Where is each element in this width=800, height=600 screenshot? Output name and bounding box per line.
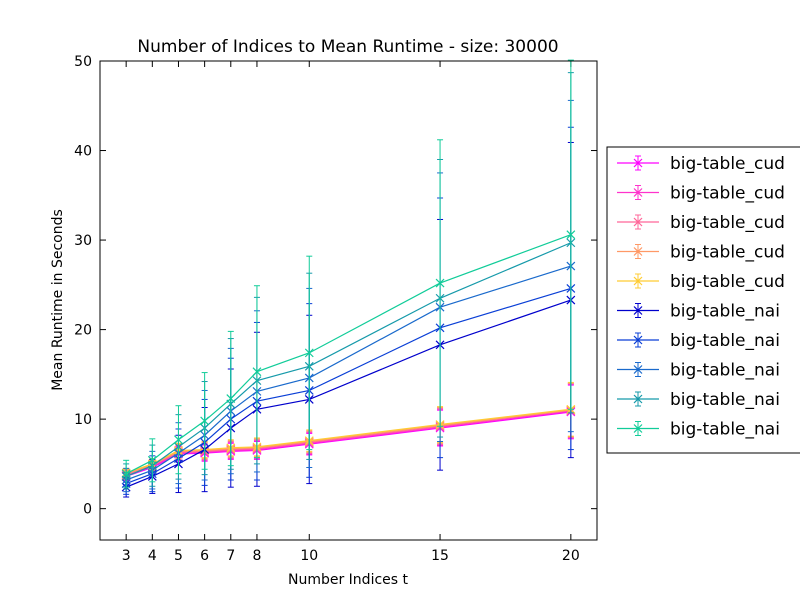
x-tick-label: 4 (148, 548, 157, 564)
legend-item: big-table_cud (617, 213, 785, 233)
x-tick-label: 5 (174, 548, 183, 564)
y-tick-label: 50 (74, 54, 92, 70)
x-marker-stroke (226, 394, 236, 403)
legend-marker (633, 188, 643, 197)
x-marker-stroke (633, 158, 643, 168)
x-marker-stroke (633, 335, 643, 345)
series-10 (121, 59, 576, 488)
data-point (121, 469, 131, 479)
legend-item: big-table_nai (617, 302, 780, 322)
x-tick-label: 8 (252, 548, 261, 564)
x-tick-label: 20 (562, 548, 580, 564)
x-tick-label: 6 (200, 548, 209, 564)
legend-item: big-table_nai (617, 361, 780, 381)
x-marker-stroke (633, 247, 643, 256)
legend-item: big-table_cud (617, 184, 785, 204)
legend-item: big-table_cud (617, 243, 785, 263)
x-marker-stroke (633, 276, 643, 286)
legend-label: big-table_nai (670, 361, 780, 381)
legend-label: big-table_nai (670, 420, 780, 440)
legend-label: big-table_cud (670, 154, 785, 174)
data-point (147, 455, 157, 465)
x-marker-stroke (566, 230, 576, 240)
legend-box (606, 146, 800, 454)
x-marker-stroke (304, 348, 314, 358)
y-axis-label: Mean Runtime in Seconds (50, 209, 66, 391)
x-marker-stroke (200, 416, 210, 426)
x-marker-stroke (633, 217, 643, 227)
y-tick-label: 20 (74, 323, 92, 339)
legend-item: big-table_nai (617, 331, 780, 351)
x-marker-stroke (633, 188, 643, 197)
legend-item: big-table_nai (617, 390, 780, 410)
x-marker-stroke (147, 455, 157, 465)
x-marker-stroke (633, 394, 643, 404)
y-tick-label: 10 (74, 412, 92, 428)
legend-marker (633, 158, 643, 168)
legend-item: big-table_cud (617, 272, 785, 292)
legend-marker (633, 247, 643, 256)
legend-label: big-table_cud (670, 272, 785, 292)
legend-label: big-table_nai (670, 331, 780, 351)
y-tick-label: 30 (74, 233, 92, 249)
legend-marker (633, 394, 643, 404)
chart-title: Number of Indices to Mean Runtime - size… (137, 37, 558, 57)
x-tick-label: 7 (226, 548, 235, 564)
x-marker-stroke (174, 435, 183, 445)
legend-marker (633, 424, 643, 433)
data-point (226, 394, 236, 403)
legend-item: big-table_nai (617, 420, 780, 440)
plot-area: 3 4 5 6 7 8 10 15 20 0 10 20 30 40 50 (74, 54, 597, 564)
legend-label: big-table_cud (670, 243, 785, 263)
legend-label: big-table_nai (670, 390, 780, 410)
x-marker-stroke (633, 306, 643, 315)
data-point (252, 367, 262, 377)
data-point (435, 278, 445, 288)
x-tick-label: 3 (122, 548, 131, 564)
x-tick-label: 15 (431, 548, 449, 564)
legend-marker (633, 365, 643, 374)
plot-frame (99, 60, 598, 541)
x-marker-stroke (121, 469, 131, 479)
legend: big-table_cudbig-table_cudbig-table_cudb… (606, 146, 800, 454)
x-marker-stroke (633, 365, 643, 374)
x-axis-label: Number Indices t (288, 572, 409, 588)
data-point (566, 230, 576, 240)
data-point (174, 435, 183, 445)
legend-marker (633, 217, 643, 227)
x-marker-stroke (252, 367, 262, 377)
legend-label: big-table_nai (670, 302, 780, 322)
y-tick-label: 0 (83, 502, 92, 518)
x-marker-stroke (633, 424, 643, 433)
legend-label: big-table_cud (670, 184, 785, 204)
legend-label: big-table_cud (670, 213, 785, 233)
data-point (304, 348, 314, 358)
legend-marker (633, 335, 643, 345)
x-marker-stroke (435, 278, 445, 288)
x-tick-label: 10 (300, 548, 318, 564)
data-point (200, 416, 210, 426)
y-tick-label: 40 (74, 144, 92, 160)
legend-item: big-table_cud (617, 154, 785, 174)
legend-marker (633, 306, 643, 315)
legend-marker (633, 276, 643, 286)
